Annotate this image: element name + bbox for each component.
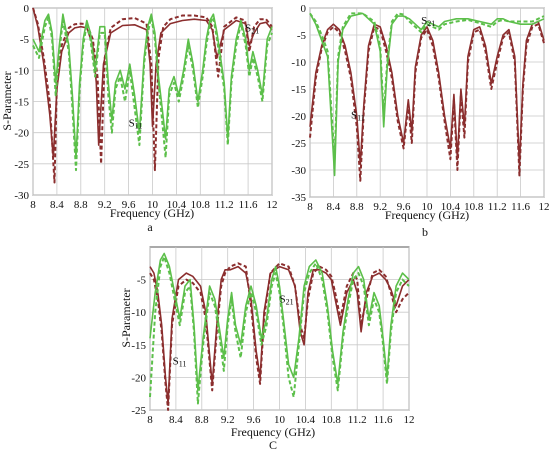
- x-tick-label: 11.6: [374, 414, 393, 426]
- x-tick-label: 12: [539, 201, 550, 213]
- y-axis-label: S-Parameter: [119, 288, 133, 347]
- y-tick-label: -35: [291, 192, 306, 204]
- x-tick-label: 9.6: [247, 414, 261, 426]
- y-tick-label: -25: [14, 159, 29, 171]
- x-tick-label: 8.8: [350, 201, 364, 213]
- x-tick-label: 10: [274, 414, 286, 426]
- x-tick-label: 9.6: [397, 201, 411, 213]
- green-dashed-series-line: [309, 12, 545, 161]
- x-tick-label: 11.2: [215, 199, 234, 211]
- x-tick-label: 12: [404, 414, 415, 426]
- panel-label-b: b: [422, 225, 428, 239]
- x-tick-label: 8.8: [74, 199, 88, 211]
- x-tick-label: 9.2: [373, 201, 387, 213]
- x-tick-label: 10.8: [191, 199, 211, 211]
- x-tick-label: 10.4: [296, 414, 316, 426]
- x-tick-label: 10: [422, 201, 434, 213]
- annotation-label: S21: [421, 15, 435, 28]
- x-tick-label: 11.6: [511, 201, 530, 213]
- chart-panel-c: S-Parameter Frequency (GHz) C 8 8.4 8.8 9.2…: [119, 246, 415, 452]
- x-tick-label: 10.8: [322, 414, 342, 426]
- y-tick-label: 0: [24, 3, 30, 15]
- x-axis-label: Frequency (GHz): [231, 425, 315, 439]
- x-axis-label: Frequency (GHz): [110, 206, 194, 220]
- y-tick-label: -5: [137, 275, 147, 287]
- x-tick-label: 10.4: [441, 201, 461, 213]
- x-tick-label: 10: [147, 199, 159, 211]
- annotation-label: S21: [245, 23, 259, 36]
- y-tick-label: -30: [291, 165, 306, 177]
- x-axis-label: Frequency (GHz): [385, 208, 469, 222]
- y-tick-label: -20: [291, 111, 306, 123]
- y-tick-label: -15: [131, 340, 146, 352]
- y-tick-label: -10: [14, 65, 29, 77]
- x-tick-label: 10.8: [464, 201, 484, 213]
- x-tick-label: 8.4: [327, 201, 341, 213]
- y-tick-label: -30: [14, 190, 29, 202]
- x-tick-label: 8.4: [50, 199, 64, 211]
- red-dashed-series-line: [309, 23, 545, 182]
- x-tick-label: 8: [307, 201, 313, 213]
- panel-label-c: C: [269, 438, 277, 451]
- x-tick-label: 12: [267, 199, 278, 211]
- x-tick-label: 8.4: [169, 414, 183, 426]
- red-solid-series-line: [309, 20, 545, 166]
- red-dashed-series-line: [149, 262, 410, 411]
- y-tick-label: -25: [291, 138, 306, 150]
- x-tick-label: 10.4: [167, 199, 187, 211]
- x-tick-label: 11.2: [488, 201, 507, 213]
- red-dashed-series-line: [32, 7, 273, 184]
- x-tick-label: 11.2: [348, 414, 367, 426]
- y-tick-label: -5: [297, 30, 307, 42]
- y-tick-label: -25: [131, 405, 146, 417]
- annotation-label: S11: [129, 117, 143, 130]
- x-tick-label: 9.6: [122, 199, 136, 211]
- annotation-label: S11: [351, 110, 365, 123]
- y-tick-label: -5: [20, 34, 30, 46]
- x-tick-label: 8: [147, 414, 153, 426]
- green-dashed-series-line: [32, 16, 273, 172]
- y-tick-label: -20: [131, 372, 146, 384]
- annotation-label: S21: [280, 293, 294, 306]
- chart-panel-b: Frequency (GHz) b 8 8.4 8.8 9.2 9.6 10 10.4 10.…: [291, 3, 549, 239]
- y-tick-label: 0: [301, 3, 307, 15]
- x-tick-label: 9.2: [98, 199, 112, 211]
- y-tick-label: -20: [14, 128, 29, 140]
- annotation-label: S11: [173, 355, 187, 368]
- x-tick-label: 8: [30, 199, 36, 211]
- y-tick-label: -15: [291, 84, 306, 96]
- y-axis-label: S-Parameter: [0, 71, 14, 130]
- x-tick-label: 9.2: [221, 414, 235, 426]
- x-tick-label: 8.8: [195, 414, 209, 426]
- y-tick-label: -10: [291, 57, 306, 69]
- panel-label-a: a: [147, 220, 153, 234]
- green-dashed-series-line: [149, 255, 410, 405]
- x-tick-label: 11.6: [239, 199, 258, 211]
- chart-panel-a: S-Parameter Frequency (GHz) a 8 8.4 8.8 9.2…: [0, 3, 278, 234]
- y-tick-label: -15: [14, 97, 29, 109]
- y-tick-label: -10: [131, 307, 146, 319]
